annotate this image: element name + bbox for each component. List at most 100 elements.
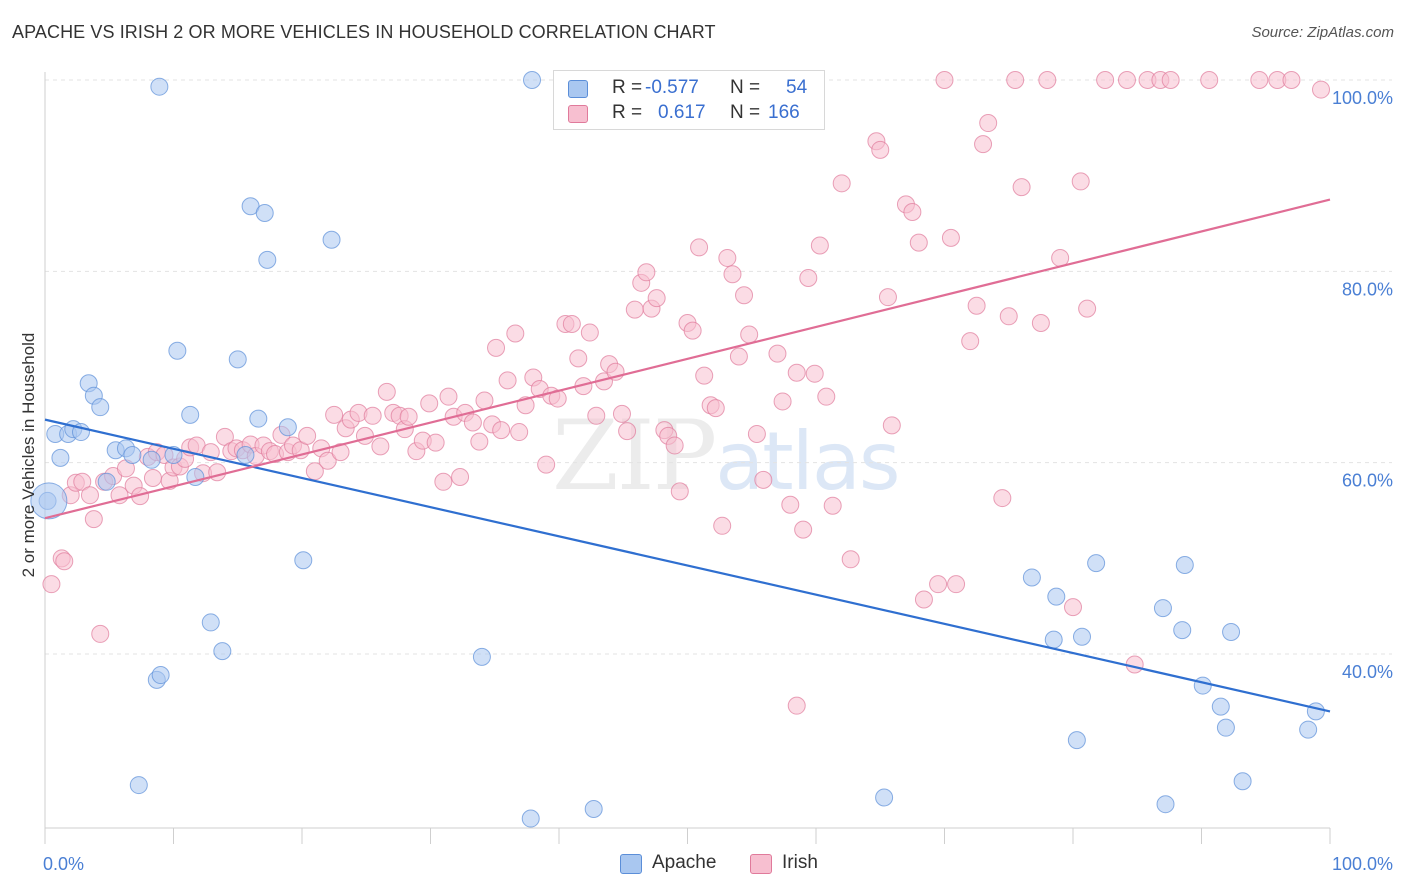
irish-point: [947, 575, 966, 594]
irish-point: [768, 344, 787, 363]
trend-lines: [44, 198, 1331, 713]
irish-point: [562, 314, 581, 333]
irish-point: [318, 451, 337, 470]
tick-labels: 40.0% 60.0% 80.0% 100.0% 0.0% 100.0%: [43, 88, 1393, 874]
apache-point: [1087, 554, 1106, 573]
irish-point: [618, 422, 637, 441]
apache-point: [151, 666, 170, 685]
irish-point: [941, 228, 960, 247]
irish-legend-label: Irish: [782, 852, 818, 873]
irish-point: [1064, 598, 1082, 617]
irish-point: [713, 516, 732, 535]
irish-point: [510, 423, 529, 442]
irish-point: [208, 463, 227, 482]
apache-n-label: N =: [730, 77, 761, 98]
apache-point: [91, 398, 110, 417]
apache-point: [168, 341, 187, 360]
apache-point: [521, 809, 540, 828]
apache-point: [1175, 556, 1194, 575]
irish-point: [909, 233, 928, 252]
irish-point: [878, 288, 897, 307]
apache-point: [294, 551, 313, 570]
apache-r-label: R =: [612, 77, 643, 98]
irish-point: [569, 349, 588, 368]
apache-point-large: [30, 482, 68, 520]
irish-point: [832, 174, 851, 193]
apache-point: [523, 71, 542, 89]
y-axis-title: 2 or more Vehicles in Household: [19, 333, 38, 578]
x-tick-label-max: 100.0%: [1332, 854, 1393, 874]
apache-r-value: -0.577: [645, 77, 699, 98]
irish-point: [451, 468, 470, 487]
apache-point: [1233, 772, 1252, 791]
apache-trend-line: [44, 418, 1331, 713]
apache-point: [213, 642, 232, 661]
irish-point: [492, 421, 511, 440]
x-tick-label-min: 0.0%: [43, 854, 84, 874]
apache-point: [472, 647, 491, 666]
apache-swatch: [568, 80, 588, 98]
irish-point: [1312, 80, 1331, 99]
irish-point: [1250, 71, 1269, 89]
irish-point: [371, 437, 390, 456]
apache-point: [258, 250, 277, 269]
irish-point: [1078, 299, 1097, 318]
apache-point: [201, 613, 220, 632]
apache-point: [97, 472, 116, 491]
apache-point: [1299, 720, 1318, 739]
irish-trend-line: [44, 198, 1331, 520]
apache-point: [1193, 676, 1212, 695]
irish-point: [1117, 71, 1136, 89]
irish-point: [935, 71, 954, 89]
apache-point: [249, 409, 268, 428]
irish-point: [580, 323, 599, 342]
chart-title: APACHE VS IRISH 2 OR MORE VEHICLES IN HO…: [12, 22, 716, 42]
irish-point: [718, 248, 737, 267]
irish-point: [355, 426, 374, 445]
irish-point: [670, 482, 689, 501]
apache-point: [1067, 731, 1086, 750]
irish-point: [587, 406, 606, 425]
irish-point: [914, 590, 933, 609]
watermark-atlas: atlas: [715, 415, 900, 508]
apache-point: [1216, 718, 1235, 737]
apache-point: [1044, 630, 1063, 649]
y-tick-label: 80.0%: [1342, 279, 1393, 299]
irish-point: [42, 575, 61, 594]
irish-point: [754, 470, 773, 489]
irish-point: [882, 416, 901, 435]
apache-point: [1173, 621, 1192, 640]
irish-point: [740, 325, 759, 344]
irish-point: [80, 486, 99, 505]
apache-point: [129, 776, 148, 795]
apache-point: [236, 446, 255, 465]
irish-point: [625, 300, 644, 319]
irish-r-label: R =: [612, 102, 643, 123]
irish-point: [993, 489, 1012, 508]
apache-point: [1022, 568, 1041, 587]
irish-point: [805, 364, 824, 383]
irish-point: [537, 455, 556, 474]
irish-point: [55, 552, 74, 571]
irish-point: [695, 366, 714, 385]
irish-point: [325, 405, 344, 424]
irish-point: [747, 424, 766, 443]
irish-point: [773, 392, 792, 411]
irish-point: [1006, 71, 1025, 89]
y-tick-label: 40.0%: [1342, 662, 1393, 682]
apache-n-value: 54: [786, 77, 808, 98]
irish-point: [823, 496, 842, 515]
irish-point: [1012, 178, 1031, 197]
y-tick-label: 100.0%: [1332, 88, 1393, 108]
irish-point: [961, 332, 980, 351]
irish-point: [799, 269, 818, 288]
irish-point: [683, 321, 702, 340]
irish-point: [967, 296, 986, 315]
watermark: ZIPatlas: [552, 400, 901, 512]
irish-points: [42, 71, 1331, 715]
irish-point: [143, 468, 162, 487]
apache-point: [1153, 599, 1172, 618]
irish-legend-swatch: [750, 854, 772, 874]
correlation-legend: R = -0.577 N = 54 R = 0.617 N = 166: [553, 70, 825, 130]
irish-point: [298, 426, 317, 445]
